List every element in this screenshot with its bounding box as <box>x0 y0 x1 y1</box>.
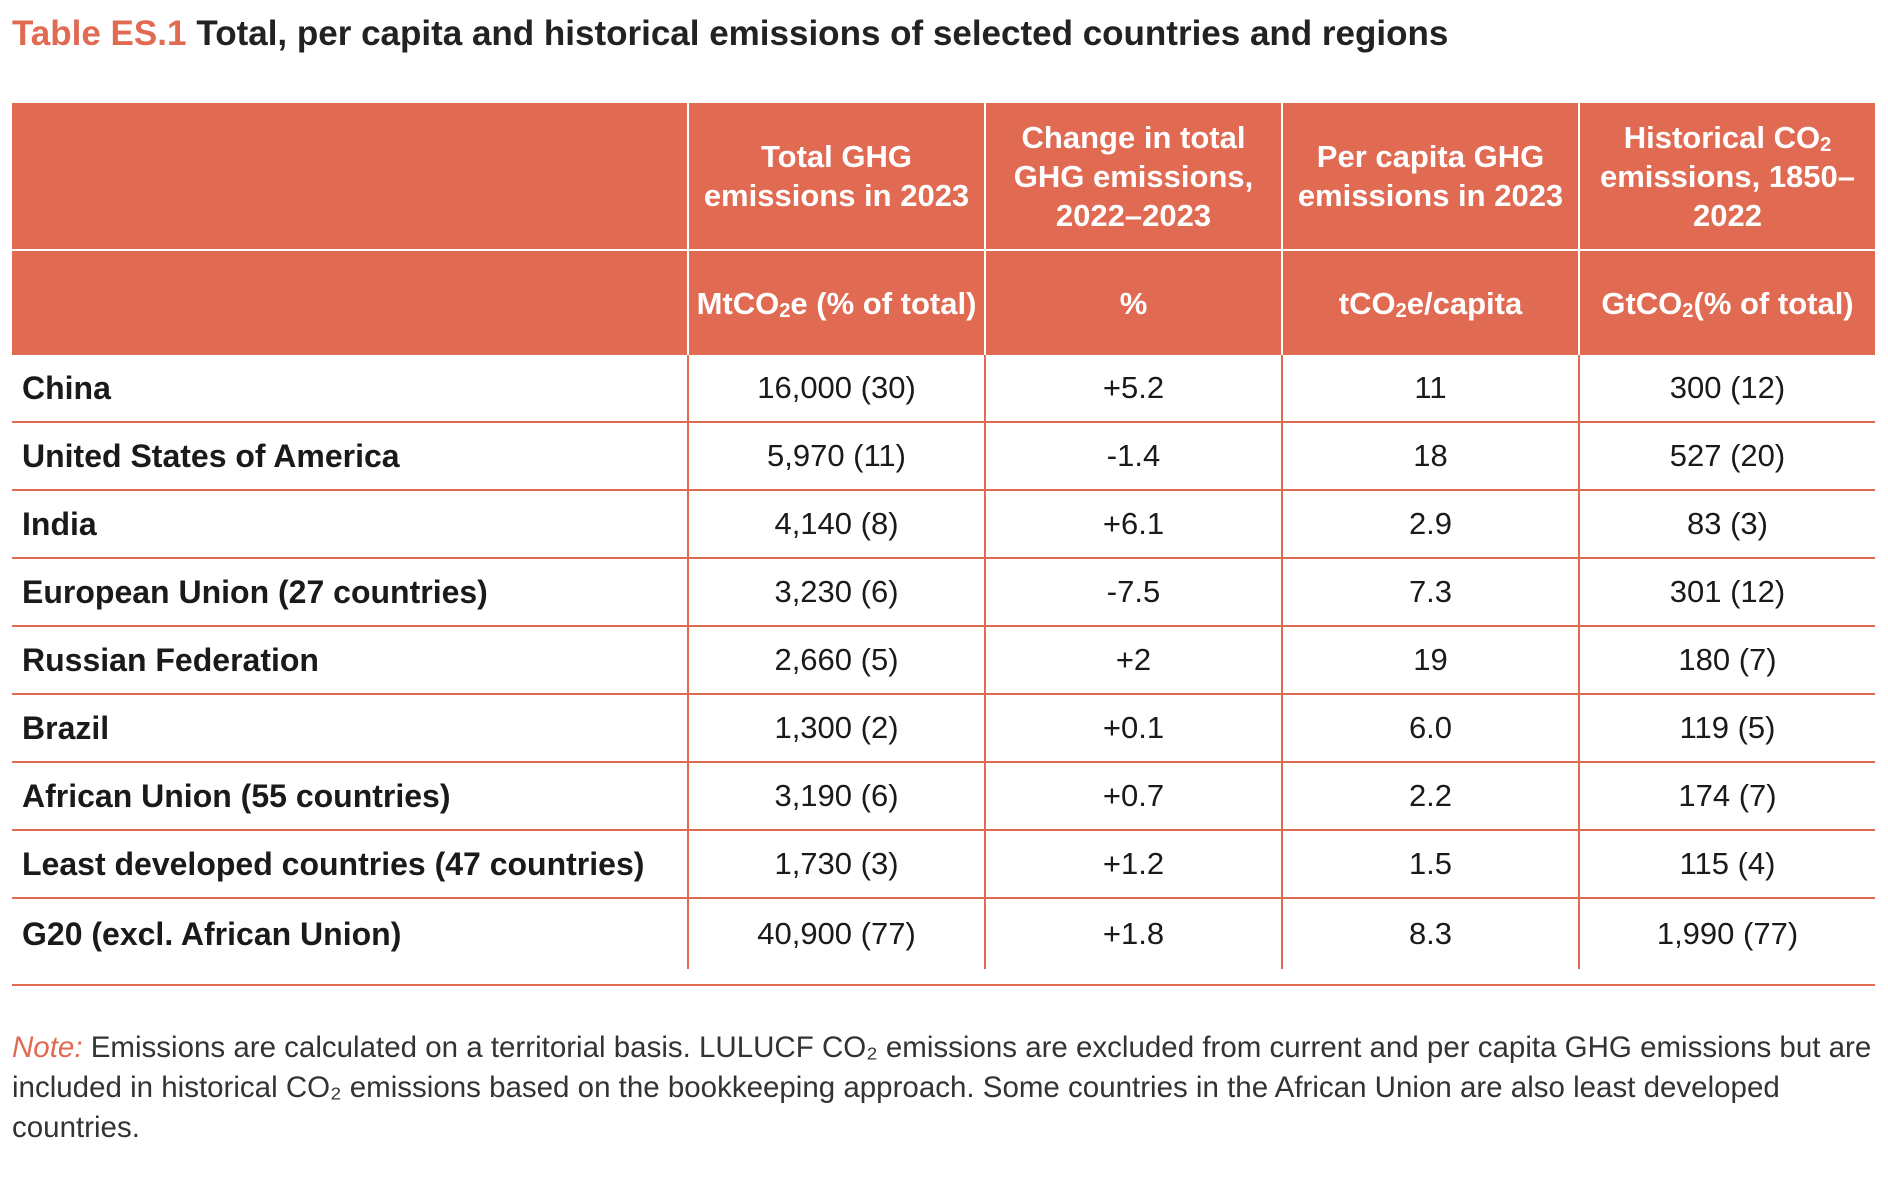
change-value: -1.4 <box>984 422 1282 491</box>
country-name: African Union (55 countries) <box>12 762 688 831</box>
total-emissions-value: 2,660 (5) <box>687 626 985 695</box>
unit-per-capita-emissions: tCO2e/capita <box>1281 250 1579 355</box>
table-row: Least developed countries (47 countries)… <box>12 830 1875 899</box>
header-historical-emissions: Historical CO2 emissions, 1850–2022 <box>1578 103 1875 251</box>
country-name: G20 (excl. African Union) <box>22 915 402 952</box>
per-capita-value: 2.2 <box>1281 762 1579 831</box>
per-capita-value: 7.3 <box>1281 558 1579 627</box>
change-value: +0.7 <box>984 762 1282 831</box>
table-row: India 4,140 (8) +6.1 2.9 83 (3) <box>12 490 1875 559</box>
per-capita-value: 19 <box>1281 626 1579 695</box>
change-value: -7.5 <box>984 558 1282 627</box>
country-name: China <box>12 355 688 423</box>
country-name: Russian Federation <box>12 626 688 695</box>
historical-value: 83 (3) <box>1578 490 1875 559</box>
units-row: MtCO2e (% of total) % tCO2e/capita GtCO2… <box>12 250 1875 355</box>
total-emissions-value: 3,190 (6) <box>687 762 985 831</box>
header-row: Total GHG emissions in 2023 Change in to… <box>12 103 1875 251</box>
historical-value: 180 (7) <box>1578 626 1875 695</box>
historical-value: 1,990 (77) <box>1578 898 1875 969</box>
change-value: +1.8 <box>984 898 1282 969</box>
historical-value: 115 (4) <box>1578 830 1875 899</box>
change-value: +6.1 <box>984 490 1282 559</box>
historical-value: 300 (12) <box>1578 355 1875 423</box>
country-name: India <box>12 490 688 559</box>
historical-value: 174 (7) <box>1578 762 1875 831</box>
unit-change-emissions: % <box>984 250 1282 355</box>
table-row: Brazil 1,300 (2) +0.1 6.0 119 (5) <box>12 694 1875 763</box>
total-emissions-value: 1,300 (2) <box>687 694 985 763</box>
table-note: Note: Emissions are calculated on a terr… <box>12 1028 1878 1148</box>
table-bottom-rule <box>12 984 1875 986</box>
per-capita-value: 11 <box>1281 355 1579 423</box>
table-row: African Union (55 countries) 3,190 (6) +… <box>12 762 1875 831</box>
country-name: Least developed countries (47 countries) <box>12 830 688 899</box>
total-emissions-value: 16,000 (30) <box>687 355 985 423</box>
per-capita-value: 6.0 <box>1281 694 1579 763</box>
total-emissions-value: 1,730 (3) <box>687 830 985 899</box>
table-label: Table ES.1 <box>12 14 187 53</box>
change-value: +0.1 <box>984 694 1282 763</box>
table-row: Russian Federation 2,660 (5) +2 19 180 (… <box>12 626 1875 695</box>
per-capita-value: 2.9 <box>1281 490 1579 559</box>
header-change-emissions: Change in total GHG emissions, 2022–2023 <box>984 103 1282 251</box>
per-capita-value: 1.5 <box>1281 830 1579 899</box>
change-value: +1.2 <box>984 830 1282 899</box>
table-title: Table ES.1 Total, per capita and historic… <box>12 14 1448 54</box>
header-blank-cell <box>12 103 688 251</box>
header-per-capita-emissions: Per capita GHG emissions in 2023 <box>1281 103 1579 251</box>
total-emissions-value: 5,970 (11) <box>687 422 985 491</box>
change-value: +5.2 <box>984 355 1282 423</box>
table-row: European Union (27 countries) 3,230 (6) … <box>12 558 1875 627</box>
historical-value: 301 (12) <box>1578 558 1875 627</box>
emissions-table: Total GHG emissions in 2023 Change in to… <box>12 103 1875 969</box>
total-emissions-value: 4,140 (8) <box>687 490 985 559</box>
table-row: G20 (excl. African Union) 40,900 (77) +1… <box>12 898 1875 969</box>
country-name: European Union (27 countries) <box>12 558 688 627</box>
per-capita-value: 8.3 <box>1281 898 1579 969</box>
country-name: Brazil <box>12 694 688 763</box>
note-text: Emissions are calculated on a territoria… <box>12 1031 1872 1144</box>
note-label: Note: <box>12 1031 83 1064</box>
historical-value: 527 (20) <box>1578 422 1875 491</box>
table-row: China 16,000 (30) +5.2 11 300 (12) <box>12 355 1875 423</box>
units-blank-cell <box>12 250 688 355</box>
table-title-text: Total, per capita and historical emissio… <box>196 14 1449 53</box>
header-total-emissions: Total GHG emissions in 2023 <box>687 103 985 251</box>
table-row: United States of America 5,970 (11) -1.4… <box>12 422 1875 491</box>
historical-value: 119 (5) <box>1578 694 1875 763</box>
total-emissions-value: 3,230 (6) <box>687 558 985 627</box>
country-name: United States of America <box>12 422 688 491</box>
per-capita-value: 18 <box>1281 422 1579 491</box>
change-value: +2 <box>984 626 1282 695</box>
unit-historical-emissions: GtCO2 (% of total) <box>1578 250 1875 355</box>
unit-total-emissions: MtCO2e (% of total) <box>687 250 985 355</box>
total-emissions-value: 40,900 (77) <box>687 898 985 969</box>
